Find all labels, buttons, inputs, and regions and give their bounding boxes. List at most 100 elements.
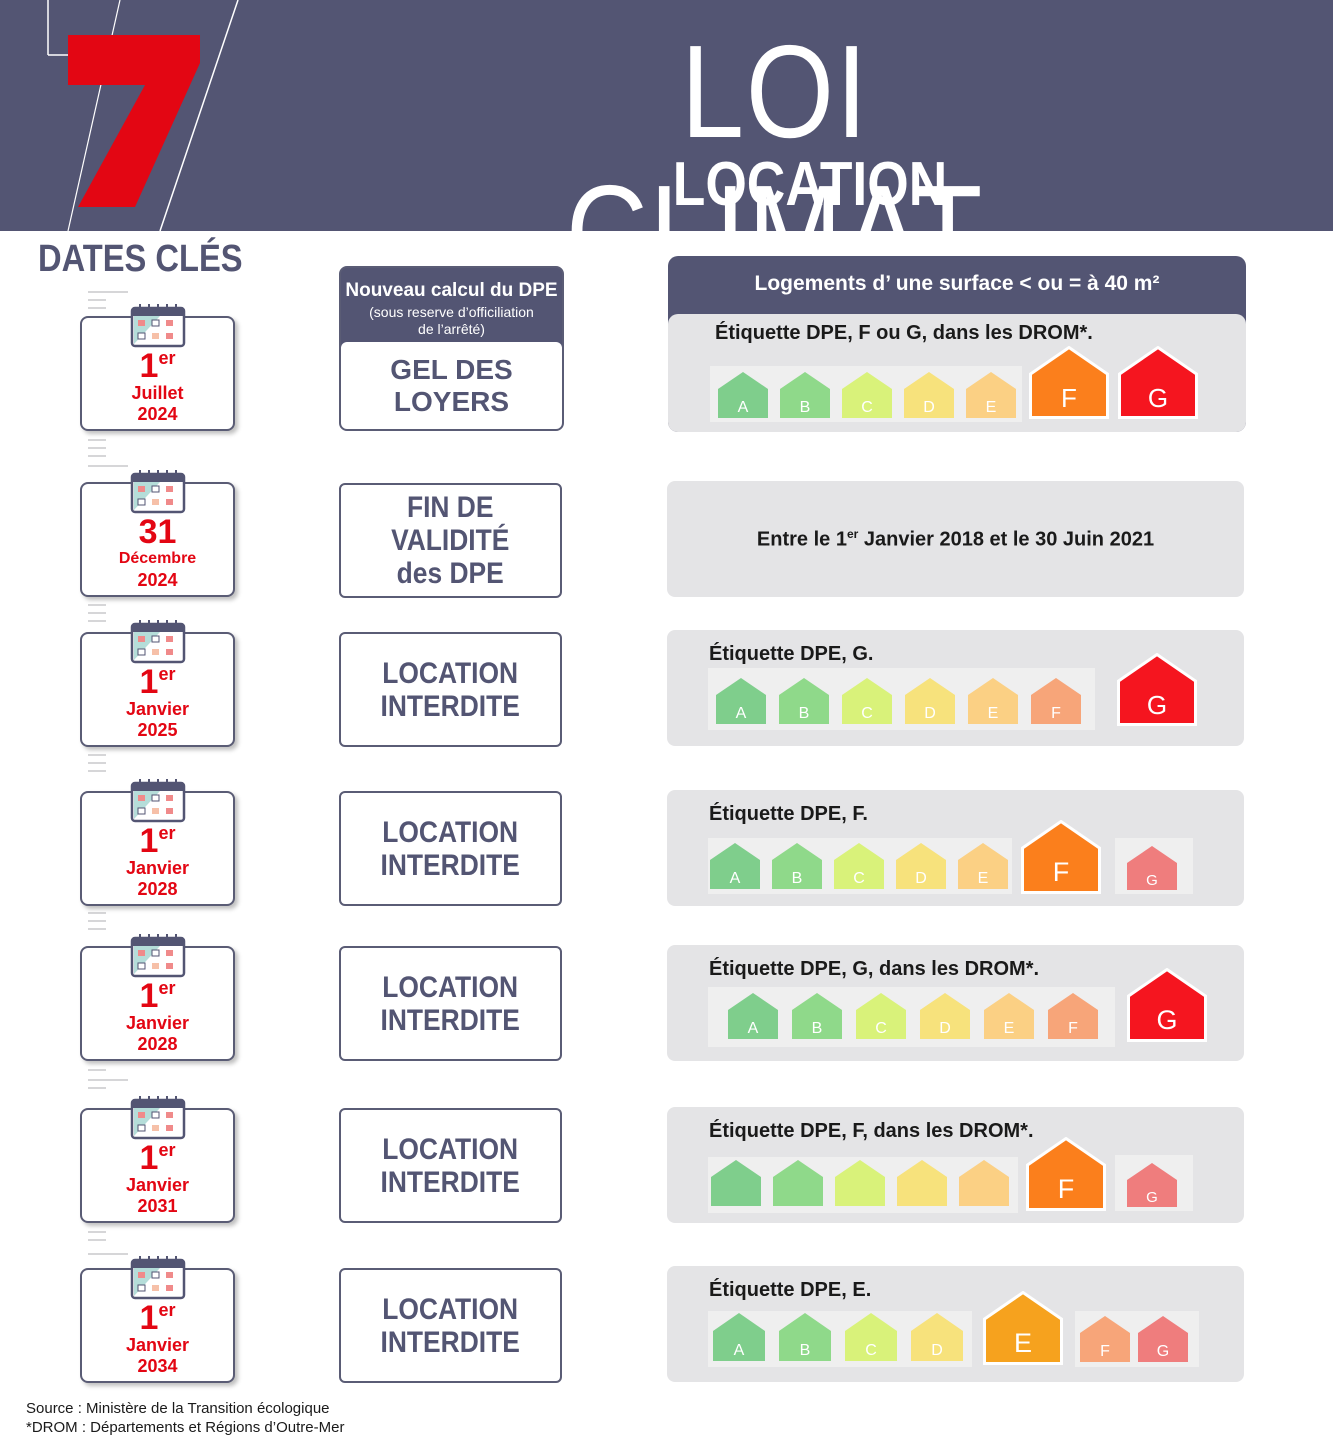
validity-period: Entre le 1er Janvier 2018 et le 30 Juin … — [756, 527, 1155, 551]
dpe-letter: B — [798, 705, 810, 722]
dpe-letter: B — [799, 399, 811, 416]
dpe-house-e — [959, 1160, 1009, 1206]
dpe-letter: E — [977, 870, 989, 887]
dpe-letter: A — [729, 870, 741, 887]
status-box: LOCATION INTERDITE — [339, 632, 562, 747]
dpe-letter: B — [811, 1020, 823, 1037]
date-card: 1er Janvier 2028 — [80, 934, 235, 1061]
date-month: Janvier — [125, 699, 190, 719]
dpe-label: Étiquette DPE, G. — [709, 643, 874, 665]
calc-title: Nouveau calcul du DPE — [345, 280, 558, 301]
page-subtitle: LOCATION — [672, 150, 948, 219]
dpe-house-e: E — [983, 1291, 1063, 1365]
dpe-house-f: F — [1080, 1316, 1130, 1362]
calendar-icon — [130, 304, 186, 348]
calendar-icon — [130, 470, 186, 514]
dpe-house-c: C — [842, 372, 892, 418]
dpe-house-c: C — [842, 678, 892, 724]
calendar-icon — [130, 779, 186, 823]
dpe-letter: B — [791, 870, 803, 887]
dpe-house-a: A — [718, 372, 768, 418]
status-box: LOCATION INTERDITE — [339, 791, 562, 906]
dpe-label: Étiquette DPE, F, dans les DROM*. — [709, 1120, 1034, 1142]
date-card: 1er Janvier 2031 — [80, 1096, 235, 1223]
dpe-letter: G — [1146, 690, 1168, 720]
status-box: LOCATION INTERDITE — [339, 1108, 562, 1223]
date-month: Janvier — [125, 858, 190, 878]
dpe-letter: B — [799, 1342, 811, 1359]
date-day: 1er — [139, 822, 176, 860]
dpe-letter: C — [853, 870, 865, 887]
dpe-house-d: D — [905, 678, 955, 724]
dpe-house-a: A — [716, 678, 766, 724]
dpe-house-d: D — [896, 843, 946, 889]
date-year: 2028 — [137, 879, 178, 899]
date-day: 1er — [139, 663, 176, 701]
date-month: Juillet — [131, 383, 184, 403]
dpe-letter: C — [861, 399, 873, 416]
dpe-house-b: B — [772, 843, 822, 889]
dpe-letter: G — [1156, 1343, 1170, 1360]
dpe-label: Étiquette DPE, F. — [709, 803, 868, 825]
dpe-house-a: A — [713, 1313, 765, 1361]
calendar-icon — [130, 1096, 186, 1140]
status-box: FIN DE VALIDITÉ des DPE — [339, 483, 562, 598]
dpe-house-a — [711, 1160, 761, 1206]
dpe-house-d: D — [920, 993, 970, 1039]
dpe-letter: A — [737, 399, 749, 416]
dpe-house-g: G — [1138, 1316, 1188, 1362]
dpe-house-f: F — [1026, 1137, 1106, 1211]
calendar-icon — [130, 1256, 186, 1300]
dpe-letter: A — [747, 1020, 759, 1037]
date-card: 31 Décembre 2024 — [80, 470, 235, 597]
dpe-letter: A — [733, 1342, 745, 1359]
dpe-house-c: C — [845, 1313, 897, 1361]
date-month: Janvier — [125, 1013, 190, 1033]
dpe-house-d: D — [911, 1313, 963, 1361]
date-day: 1er — [139, 977, 176, 1015]
dpe-letter: C — [865, 1342, 877, 1359]
section-title: DATES CLÉS — [38, 238, 243, 280]
dpe-letter: G — [1146, 872, 1158, 889]
dpe-letter: F — [1057, 1174, 1075, 1204]
dpe-letter: G — [1156, 1005, 1178, 1035]
date-year: 2028 — [137, 1034, 178, 1054]
dpe-letter: D — [915, 870, 927, 887]
date-year: 2034 — [137, 1356, 178, 1376]
dpe-calculation-box: Nouveau calcul du DPE (sous reserve d’of… — [339, 266, 564, 431]
dpe-house-e: E — [984, 993, 1034, 1039]
dpe-letter: G — [1147, 383, 1169, 413]
date-month: Janvier — [125, 1335, 190, 1355]
dpe-house-a: A — [728, 993, 778, 1039]
dpe-letter: F — [1100, 1343, 1110, 1360]
calendar-icon — [130, 934, 186, 978]
date-year: 2025 — [137, 720, 178, 740]
dpe-house-c: C — [834, 843, 884, 889]
dpe-letter: A — [735, 705, 747, 722]
date-year: 2031 — [137, 1196, 178, 1216]
dpe-house-g: G — [1127, 968, 1207, 1042]
dpe-letter: F — [1068, 1020, 1078, 1037]
dpe-house-e: E — [958, 843, 1008, 889]
dpe-house-b — [773, 1160, 823, 1206]
dpe-letter: G — [1146, 1189, 1158, 1206]
date-day: 1er — [139, 1299, 176, 1337]
date-card: 1er Juillet 2024 — [80, 304, 235, 431]
timeline-decoration — [88, 291, 128, 1255]
status-box: LOCATION INTERDITE — [339, 946, 562, 1061]
date-month: Décembre — [118, 550, 197, 567]
dpe-label: Étiquette DPE, F ou G, dans les DROM*. — [715, 322, 1093, 344]
rent-freeze-label: GEL DES LOYERS — [341, 342, 562, 429]
dpe-house-g: G — [1117, 653, 1197, 726]
dpe-letter: D — [939, 1020, 951, 1037]
dpe-house-b: B — [780, 372, 830, 418]
source-note: Source : Ministère de la Transition écol… — [26, 1400, 330, 1417]
date-day: 31 — [138, 513, 177, 551]
dpe-letter: E — [987, 705, 999, 722]
dpe-letter: E — [1003, 1020, 1015, 1037]
seven-numeral — [68, 35, 200, 207]
dpe-house-g: G — [1127, 846, 1177, 890]
dpe-letter: C — [875, 1020, 887, 1037]
dpe-letter: D — [924, 705, 936, 722]
date-card: 1er Janvier 2025 — [80, 620, 235, 747]
